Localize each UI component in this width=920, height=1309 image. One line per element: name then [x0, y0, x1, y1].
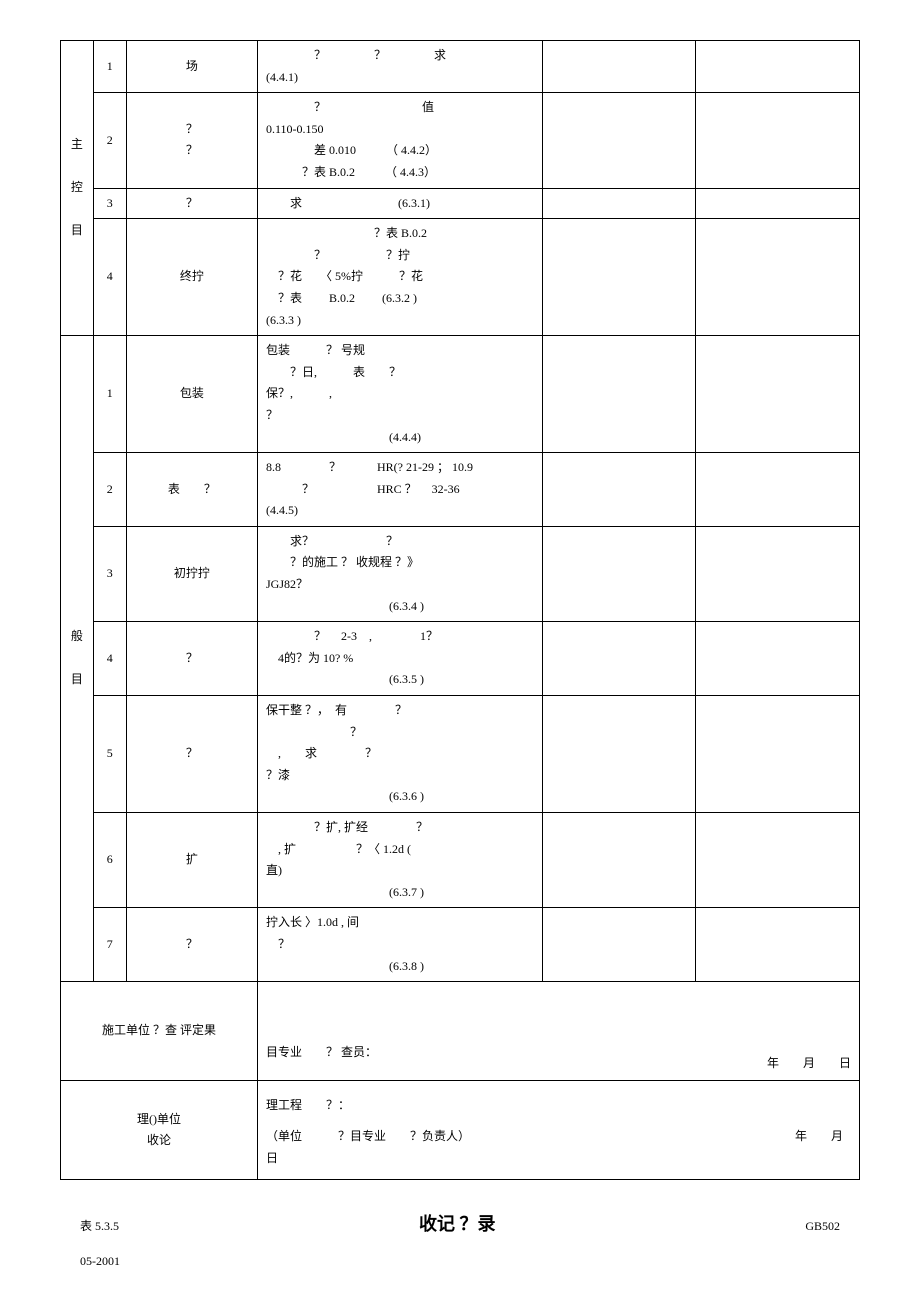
- cell: [695, 188, 859, 219]
- table-row: 2？？ ？ 值0.110-0.150 差 0.010 （ 4.4.2） ？表 B…: [61, 93, 860, 188]
- cell: 6: [93, 813, 126, 908]
- footer-row: 表 5.3.5 收记 ？录 GB502: [60, 1210, 860, 1236]
- footer-sub: 05-2001: [60, 1254, 860, 1269]
- table-row: 6扩 ？扩, 扩经 ？ , 扩 ？〈 1.2d (直) (6.3.7 ): [61, 813, 860, 908]
- group-label: 主控目: [61, 41, 94, 336]
- cell: [695, 696, 859, 813]
- cell: [695, 622, 859, 696]
- cell: [542, 41, 695, 93]
- cell: [542, 93, 695, 188]
- table-row: 4终拧 ？表 B.0.2 ？ ？拧 ？花 〈 5%拧 ？花 ？表 B.0.2 (…: [61, 219, 860, 336]
- cell: [542, 219, 695, 336]
- signoff-row-1: 施工单位 ？查 评定果目专业 ？ 查员：年 月 日: [61, 982, 860, 1081]
- cell: [542, 453, 695, 527]
- cell: ？扩, 扩经 ？ , 扩 ？〈 1.2d (直) (6.3.7 ): [257, 813, 542, 908]
- cell: [695, 219, 859, 336]
- signoff-row-2: 理()单位收论理工程 ？：（单位 ？目专业 ？负责人）年 月日: [61, 1081, 860, 1180]
- cell: 5: [93, 696, 126, 813]
- cell: 8.8 ？ HR(? 21-29 ； 10.9 ？ HRC ？ 32-36(4.…: [257, 453, 542, 527]
- cell: [542, 336, 695, 453]
- cell: ？: [126, 696, 257, 813]
- cell: 包装: [126, 336, 257, 453]
- cell: ？: [126, 908, 257, 982]
- table-row: 5？保干整 ？， 有 ？ ？ , 求 ？？漆 (6.3.6 ): [61, 696, 860, 813]
- cell: 4: [93, 219, 126, 336]
- cell: [542, 622, 695, 696]
- cell: 4: [93, 622, 126, 696]
- cell: 保干整 ？， 有 ？ ？ , 求 ？？漆 (6.3.6 ): [257, 696, 542, 813]
- cell: 目专业 ？ 查员：年 月 日: [257, 982, 859, 1081]
- cell: [695, 526, 859, 621]
- cell: [695, 453, 859, 527]
- cell: [695, 93, 859, 188]
- cell: ？: [126, 188, 257, 219]
- footer-title: 收记 ？录: [419, 1210, 496, 1236]
- cell: [695, 813, 859, 908]
- cell: 3: [93, 188, 126, 219]
- cell: [695, 336, 859, 453]
- cell: [542, 526, 695, 621]
- cell: ？: [126, 622, 257, 696]
- cell: 表 ？: [126, 453, 257, 527]
- cell: [695, 41, 859, 93]
- table-row: 3初拧拧 求？ ？ ？的施工 ？ 收规程 ？》JGJ82？ (6.3.4 ): [61, 526, 860, 621]
- table-row: 主控目1场 ？ ？ 求(4.4.1): [61, 41, 860, 93]
- inspection-table: 主控目1场 ？ ？ 求(4.4.1)2？？ ？ 值0.110-0.150 差 0…: [60, 40, 860, 1180]
- cell: 7: [93, 908, 126, 982]
- cell: 包装 ？ 号规 ？日, 表 ？保？, ,？ (4.4.4): [257, 336, 542, 453]
- cell: 初拧拧: [126, 526, 257, 621]
- cell: 终拧: [126, 219, 257, 336]
- cell: 理工程 ？：（单位 ？目专业 ？负责人）年 月日: [257, 1081, 859, 1180]
- table-row: 般目1包装包装 ？ 号规 ？日, 表 ？保？, ,？ (4.4.4): [61, 336, 860, 453]
- footer-table-no: 表 5.3.5: [80, 1217, 119, 1234]
- cell: ？ 值0.110-0.150 差 0.010 （ 4.4.2） ？表 B.0.2…: [257, 93, 542, 188]
- cell: 1: [93, 41, 126, 93]
- table-row: 7？拧入长 〉1.0d , 间 ？ (6.3.8 ): [61, 908, 860, 982]
- table-row: 4？ ？ 2-3 , 1？ 4的？为 10? % (6.3.5 ): [61, 622, 860, 696]
- cell: 1: [93, 336, 126, 453]
- cell: 求 (6.3.1): [257, 188, 542, 219]
- cell: [542, 188, 695, 219]
- cell: [695, 908, 859, 982]
- cell: 场: [126, 41, 257, 93]
- cell: 3: [93, 526, 126, 621]
- footer-standard: GB502: [805, 1219, 840, 1234]
- group-label: 般目: [61, 336, 94, 982]
- cell: [542, 813, 695, 908]
- cell: ？？: [126, 93, 257, 188]
- table-row: 3？ 求 (6.3.1): [61, 188, 860, 219]
- cell: ？ ？ 求(4.4.1): [257, 41, 542, 93]
- cell: 理()单位收论: [61, 1081, 258, 1180]
- cell: ？表 B.0.2 ？ ？拧 ？花 〈 5%拧 ？花 ？表 B.0.2 (6.3.…: [257, 219, 542, 336]
- cell: [542, 696, 695, 813]
- table-row: 2表 ？8.8 ？ HR(? 21-29 ； 10.9 ？ HRC ？ 32-3…: [61, 453, 860, 527]
- cell: 施工单位 ？查 评定果: [61, 982, 258, 1081]
- cell: 扩: [126, 813, 257, 908]
- cell: [542, 908, 695, 982]
- cell: 2: [93, 453, 126, 527]
- cell: 拧入长 〉1.0d , 间 ？ (6.3.8 ): [257, 908, 542, 982]
- cell: ？ 2-3 , 1？ 4的？为 10? % (6.3.5 ): [257, 622, 542, 696]
- cell: 求？ ？ ？的施工 ？ 收规程 ？》JGJ82？ (6.3.4 ): [257, 526, 542, 621]
- cell: 2: [93, 93, 126, 188]
